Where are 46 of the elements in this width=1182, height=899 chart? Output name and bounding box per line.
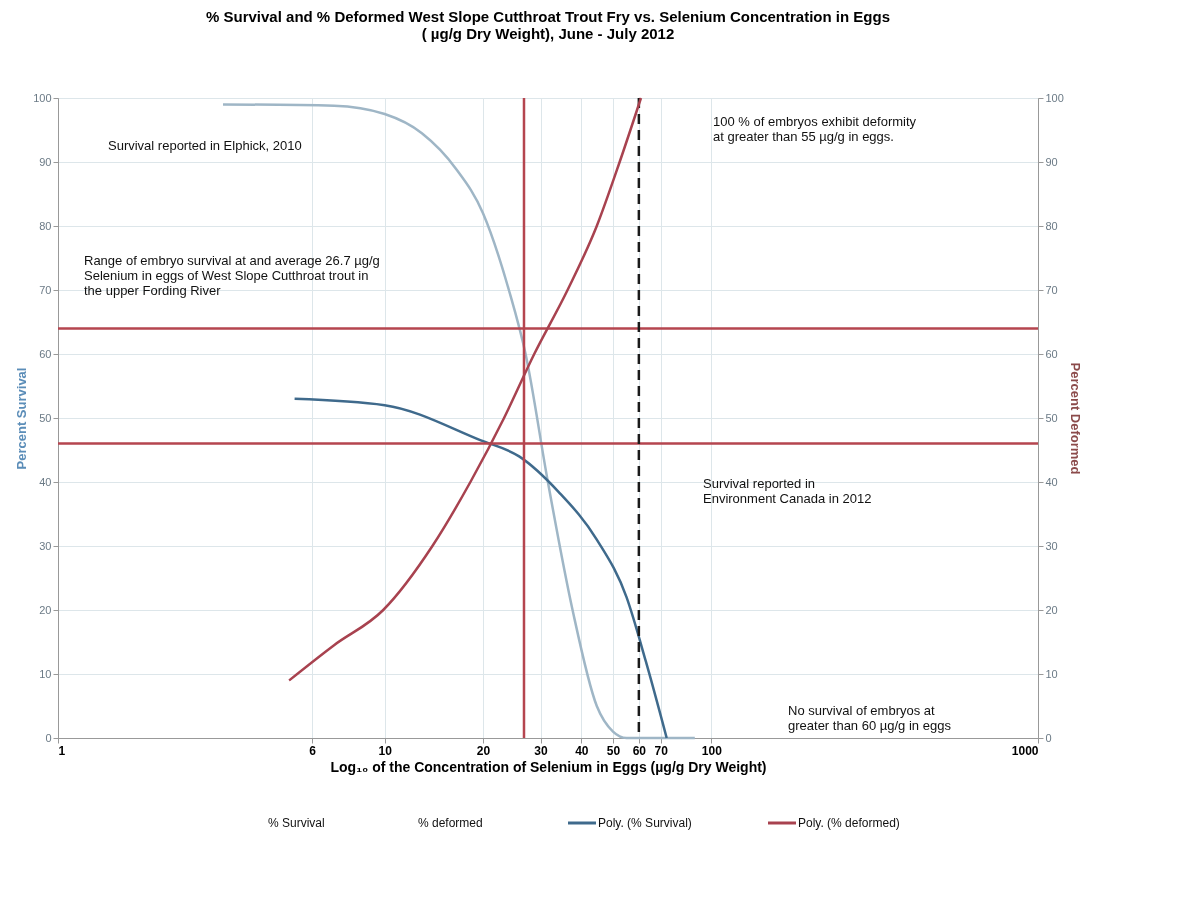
- x-tick-label: 20: [476, 743, 491, 758]
- annotation: Survival reported in Elphick, 2010: [108, 138, 302, 153]
- legend-label: Poly. (% Survival): [598, 816, 692, 830]
- y-tick-label: 0: [45, 731, 52, 744]
- y2-tick-label: 100: [1045, 91, 1064, 104]
- x-tick-label: 10: [378, 743, 393, 758]
- y2-tick-label: 20: [1045, 603, 1058, 616]
- x-tick-label: 30: [534, 743, 549, 758]
- text: % Survival: [268, 816, 325, 830]
- y-tick-label: 30: [39, 539, 52, 552]
- y2-tick-label: 90: [1045, 155, 1058, 168]
- y-axis-title: Percent Survival: [14, 367, 30, 470]
- x-tick-label: 50: [606, 743, 621, 758]
- x-tick-label: 1: [58, 743, 66, 758]
- x-tick-label: 40: [575, 743, 589, 758]
- y2-tick-label: 70: [1045, 283, 1058, 296]
- chart-title: % Survival and % Deformed West Slope Cutthroat Trout Fry vs. Selenium Concentration in Eggs ( µg/g Dry Weight), June - July 2012: [205, 8, 891, 42]
- y-tick-label: 20: [39, 603, 52, 616]
- y2-tick-label: 0: [1045, 731, 1052, 744]
- x-tick-label: 60: [632, 743, 647, 758]
- y-tick-label: 100: [33, 91, 52, 104]
- x-tick-label: 1000: [1011, 743, 1039, 758]
- annotation: 100 % of embryos exhibit deformity at greater than 55 µg/g in eggs.: [713, 114, 917, 144]
- y2-tick-label: 30: [1045, 539, 1058, 552]
- x-tick-label: 70: [654, 743, 669, 758]
- y-tick-label: 70: [39, 283, 52, 296]
- y-tick-label: 10: [39, 667, 52, 680]
- y-tick-label: 40: [39, 475, 52, 488]
- x-tick-label: 100: [701, 743, 723, 758]
- y-tick-label: 80: [39, 219, 52, 232]
- y2-tick-label: 40: [1045, 475, 1058, 488]
- y-tick-label: 90: [39, 155, 52, 168]
- text: % deformed: [418, 816, 483, 830]
- y-tick-label: 50: [39, 411, 52, 424]
- legend-label: Poly. (% deformed): [798, 816, 900, 830]
- x-tick-label: 6: [309, 743, 317, 758]
- annotation: No survival of embryos at greater than 60 µg/g in eggs: [788, 703, 952, 733]
- y2-tick-label: 50: [1045, 411, 1058, 424]
- annotation: Range of embryo survival at and average 26.7 µg/g Selenium in eggs of West Slope Cutthroat trout in the upper Fording River: [84, 253, 380, 298]
- x-axis-title: Log₁₀ of the Concentration of Selenium in Eggs (µg/g Dry Weight): [330, 758, 767, 775]
- y2-tick-label: 60: [1045, 347, 1058, 360]
- y2-axis-title: Percent Deformed: [1067, 362, 1083, 475]
- y2-tick-label: 80: [1045, 219, 1058, 232]
- annotation: Survival reported in Environment Canada in 2012: [703, 476, 872, 506]
- y-tick-label: 60: [39, 347, 52, 360]
- y2-tick-label: 10: [1045, 667, 1058, 680]
